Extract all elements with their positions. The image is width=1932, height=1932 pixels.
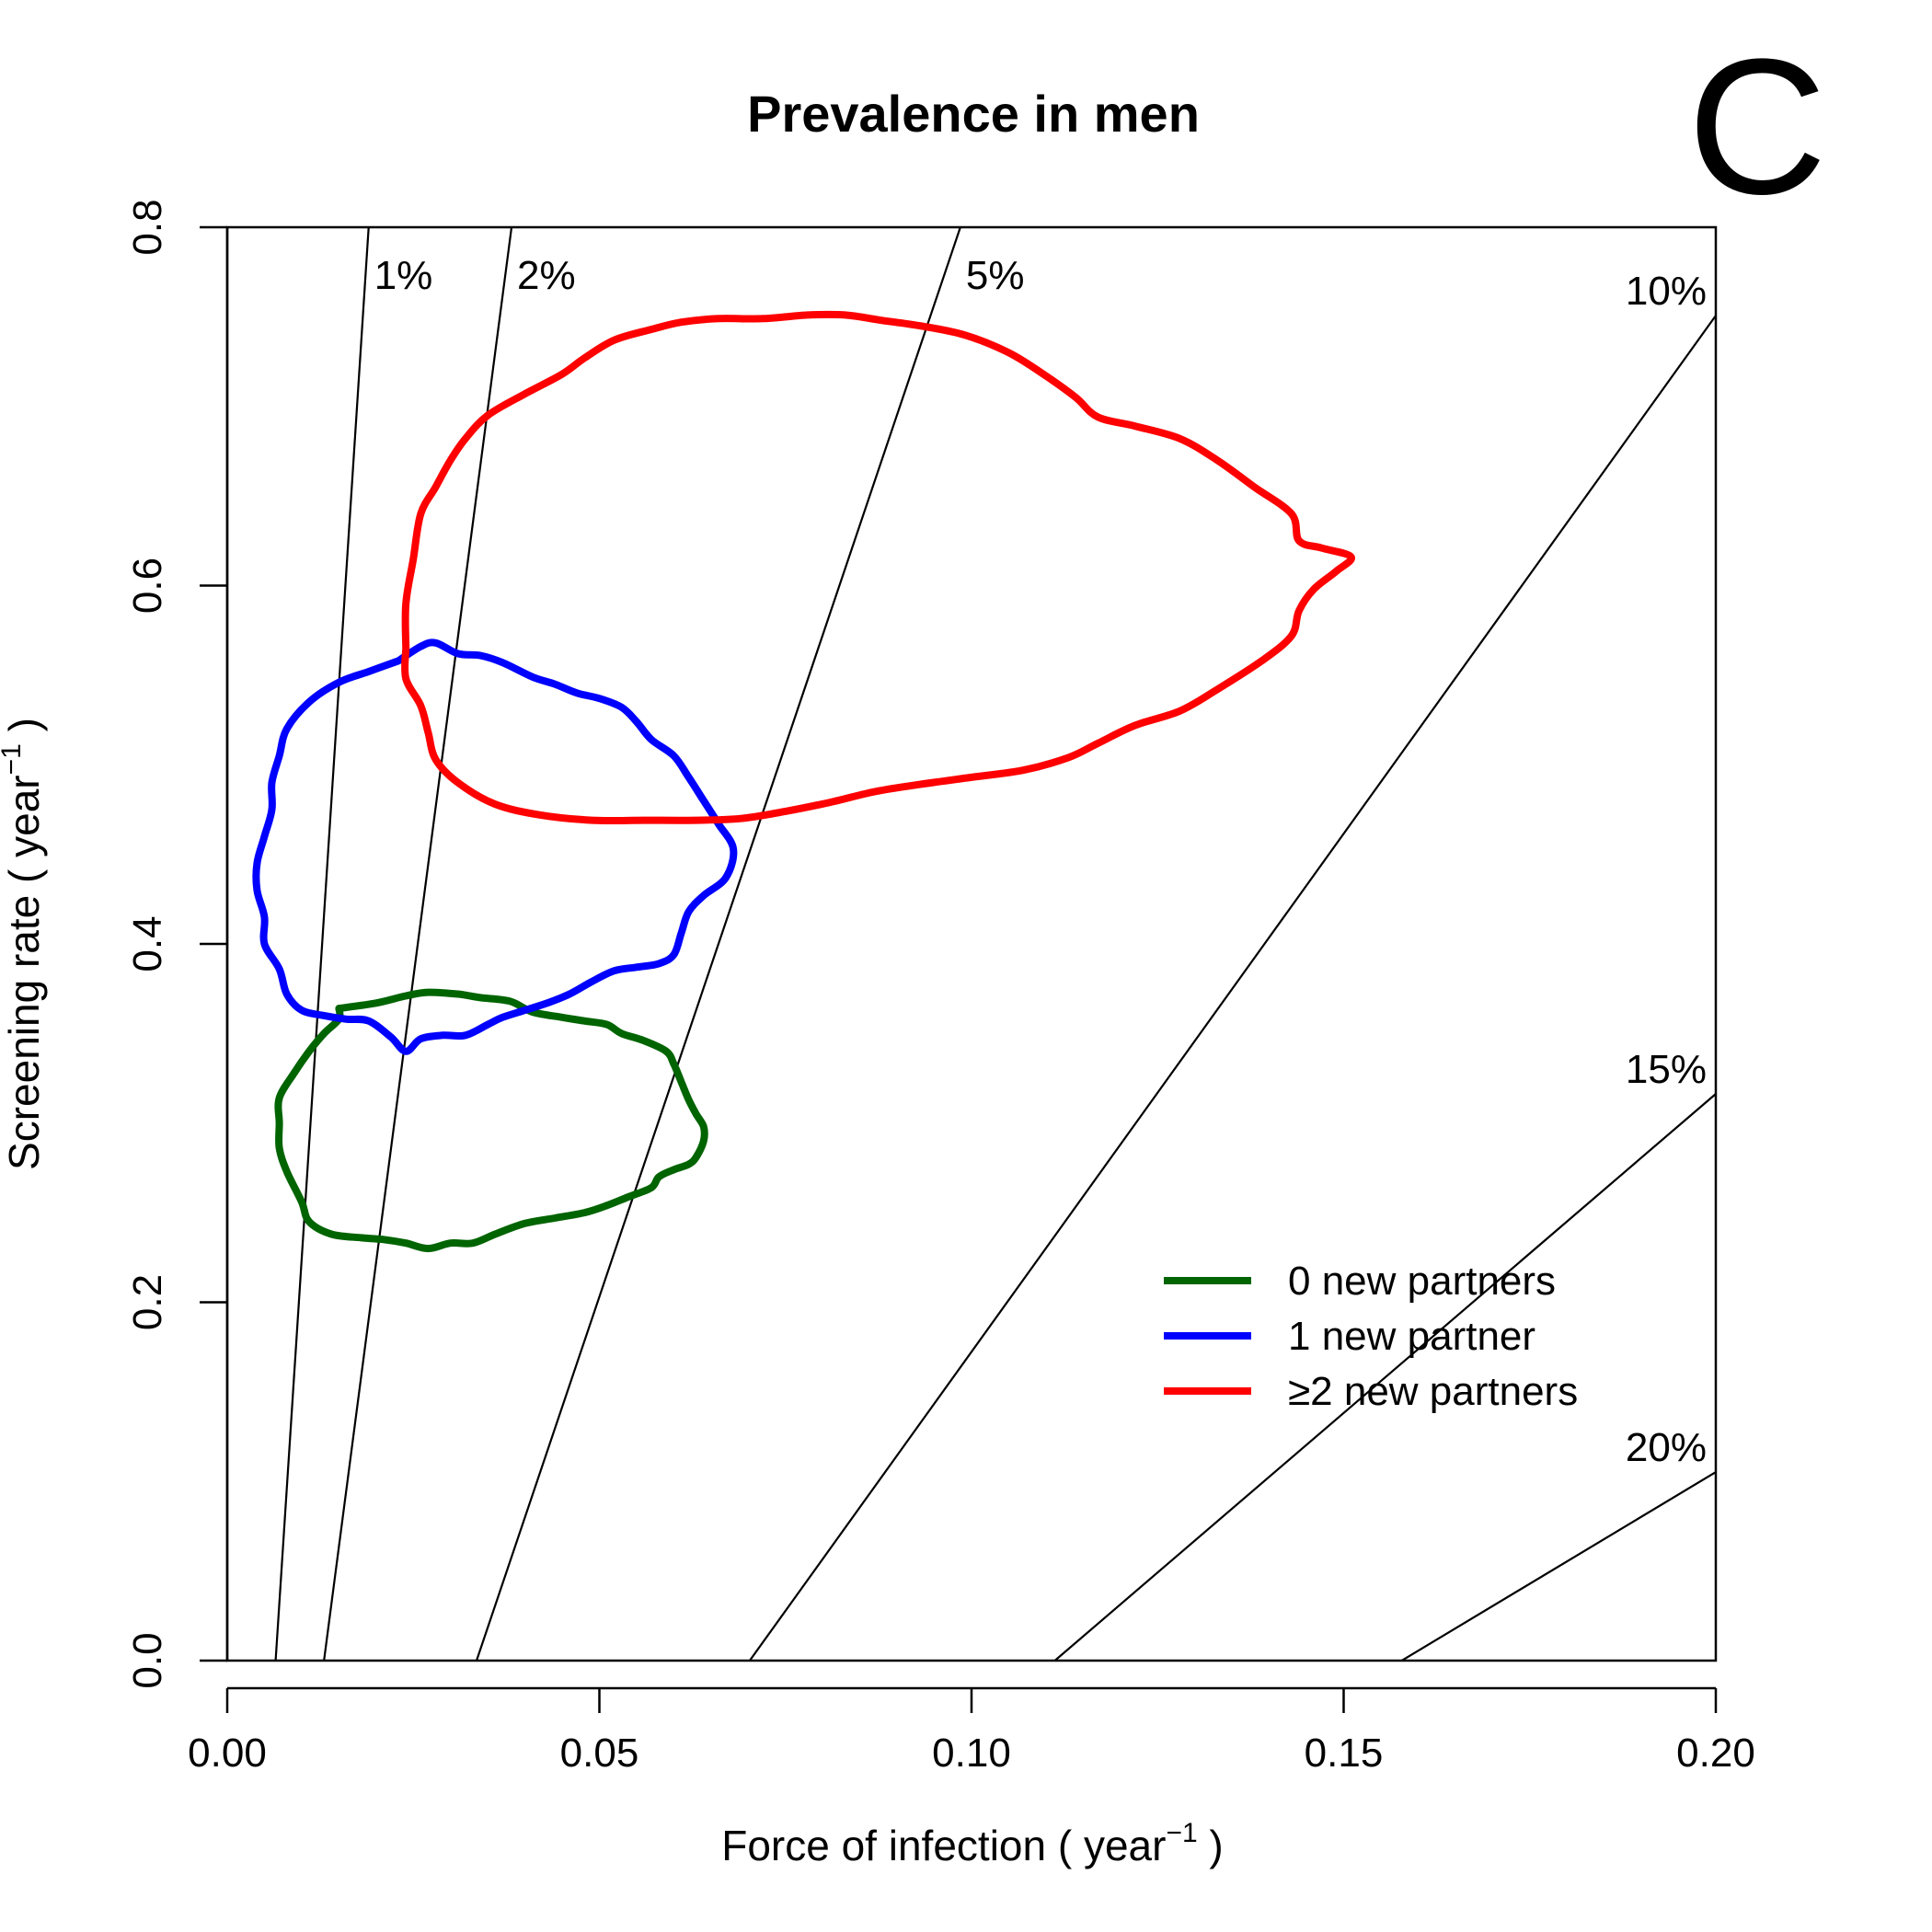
x-axis: 0.00 0.05 0.10 0.15 0.20 [188,1686,1755,1776]
y-tick-label: 0.6 [125,558,170,614]
contour-line-5 [475,227,961,1661]
contour-labels: 1% 2% 5% 10% 15% 20% [374,253,1707,1470]
series-curve-0 [274,988,708,1253]
series-curve-2 [401,310,1355,825]
legend-label-1: 1 new partner [1288,1314,1535,1359]
contour-label-20: 20% [1626,1425,1707,1470]
contour-line-15 [1053,1093,1716,1661]
contour-label-15: 15% [1626,1047,1707,1092]
y-tick-label: 0.8 [125,199,170,255]
x-tick-label: 0.10 [932,1731,1011,1776]
contour-line-10 [749,315,1716,1661]
y-tick-label: 0.0 [125,1632,170,1688]
x-axis-label-sup: −1 [1166,1818,1197,1848]
y-axis-label-sup: −1 [0,743,27,775]
y-tick-label: 0.2 [125,1274,170,1330]
contour-line-2 [323,227,513,1661]
contour-line-20 [1401,1471,1716,1661]
y-axis-label-text: Screening rate ( year [0,775,48,1170]
x-tick-label: 0.15 [1305,1731,1384,1776]
x-tick-label: 0.20 [1676,1731,1755,1776]
panel-letter: C [1687,18,1827,235]
contour-label-10: 10% [1626,269,1707,314]
legend: 0 new partners 1 new partner ≥2 new partne… [1164,1259,1578,1414]
x-tick-label: 0.05 [560,1731,639,1776]
series-curve-1 [252,638,738,1055]
x-axis-label: Force of infection ( year−1 ) [721,1818,1224,1869]
x-tick-label: 0.00 [188,1731,267,1776]
chart-title: Prevalence in men [747,85,1200,143]
y-axis-label: Screening rate ( year−1 ) [0,718,48,1170]
y-axis-label-close: ) [0,718,48,743]
contour-line-1 [274,227,370,1661]
y-axis: 0.0 0.2 0.4 0.6 0.8 [125,199,229,1689]
x-axis-label-text: Force of infection ( year [721,1822,1166,1869]
series-curves [252,310,1355,1253]
contour-label-2: 2% [517,253,576,298]
contour-lines [274,227,1716,1661]
plot-frame [225,225,1718,1662]
legend-label-0: 0 new partners [1288,1259,1556,1304]
legend-label-2: ≥2 new partners [1288,1369,1578,1414]
y-tick-label: 0.4 [125,915,170,972]
contour-label-1: 1% [374,253,433,298]
x-axis-label-close: ) [1198,1822,1224,1869]
contour-label-5: 5% [966,253,1025,298]
